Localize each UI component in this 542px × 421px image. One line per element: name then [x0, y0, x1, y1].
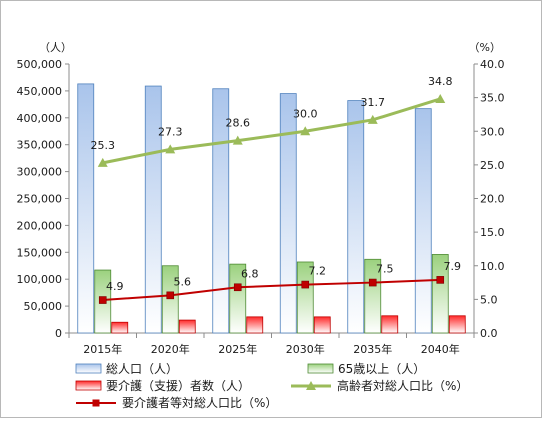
- elderly-ratio-marker: [232, 135, 243, 145]
- bar-aged-65-plus: [296, 261, 314, 334]
- legend-item-2-swatch: [75, 380, 102, 391]
- plot-area: 0 50,000 100,000 150,000 200,000 250,000 300,0…: [17, 58, 505, 356]
- elderly-ratio-data-label: 30.0: [293, 107, 318, 120]
- legend-item-4-label: 要介護者等対総人口比（%）: [122, 395, 277, 410]
- right-tick-label: 10.0: [480, 260, 505, 273]
- right-tick-label: 35.0: [480, 92, 505, 105]
- bar-care-recipients: [178, 319, 196, 334]
- legend-item-3-marker: [306, 381, 316, 390]
- x-tick-label: 2040年: [421, 342, 460, 356]
- x-tick-label: 2020年: [151, 342, 190, 356]
- care-ratio-data-label: 5.6: [174, 275, 192, 288]
- x-tick-label: 2030年: [286, 342, 325, 356]
- x-tick-label: 2015年: [83, 342, 122, 356]
- care-ratio-data-label: 4.9: [106, 280, 124, 293]
- left-tick-label: 0: [55, 327, 62, 340]
- elderly-ratio-data-label: 27.3: [158, 125, 183, 138]
- elderly-ratio-data-label: 28.6: [226, 117, 251, 130]
- bar-care-recipients: [313, 316, 331, 334]
- bar-care-recipients: [111, 321, 129, 334]
- elderly-ratio-data-label: 31.7: [361, 96, 386, 109]
- elderly-ratio-line: [102, 97, 441, 165]
- left-tick-label: 350,000: [17, 139, 63, 152]
- care-ratio-data-label: 7.9: [444, 260, 462, 273]
- right-tick-label: 40.0: [480, 58, 505, 71]
- legend-item-3-label: 高齢者対総人口比（%）: [337, 378, 468, 393]
- left-tick-label: 450,000: [17, 85, 63, 98]
- elderly-ratio-data-label: 25.3: [91, 139, 116, 152]
- elderly-ratio-marker: [165, 144, 176, 154]
- bar-total-population: [414, 108, 432, 334]
- elderly-ratio-marker: [367, 114, 378, 124]
- right-tick-label: 15.0: [480, 226, 505, 239]
- legend-item-1-swatch: [307, 363, 334, 374]
- bar-total-population: [347, 100, 365, 334]
- legend-item-4-marker: [92, 399, 100, 407]
- care-ratio-marker: [233, 283, 242, 292]
- left-tick-label: 300,000: [17, 166, 63, 179]
- care-ratio-marker: [98, 296, 107, 304]
- care-ratio-data-label: 6.8: [241, 267, 259, 280]
- right-tick-label: 5.0: [480, 293, 498, 306]
- left-tick-label: 100,000: [17, 273, 63, 286]
- care-ratio-marker: [436, 276, 445, 284]
- left-tick-label: 200,000: [17, 219, 63, 232]
- legend-item-2-label: 要介護（支援）者数（人）: [106, 378, 250, 393]
- x-tick-label: 2025年: [218, 342, 257, 356]
- elderly-ratio-marker: [300, 126, 311, 136]
- bar-aged-65-plus: [431, 254, 449, 334]
- bar-aged-65-plus: [229, 263, 247, 334]
- right-tick-label: 20.0: [480, 193, 505, 206]
- left-axis-unit: （人）: [39, 41, 72, 54]
- right-tick-label: 30.0: [480, 125, 505, 138]
- elderly-ratio-marker: [97, 157, 108, 167]
- right-tick-label: 25.0: [480, 159, 505, 172]
- bar-total-population: [279, 93, 297, 334]
- bar-total-population: [77, 83, 95, 334]
- legend-item-0-label: 総人口（人）: [106, 362, 178, 376]
- left-tick-label: 50,000: [24, 300, 63, 313]
- care-ratio-marker: [301, 280, 310, 289]
- legend-item-1-label: 65歳以上（人）: [338, 362, 425, 376]
- elderly-ratio-data-label: 34.8: [428, 75, 453, 88]
- bar-total-population: [212, 88, 230, 334]
- bar-care-recipients: [246, 316, 264, 334]
- left-tick-label: 500,000: [17, 58, 63, 71]
- right-tick-label: 0.0: [480, 327, 498, 340]
- care-ratio-data-label: 7.2: [309, 265, 327, 278]
- legend-item-0-swatch: [75, 363, 102, 374]
- left-tick-label: 150,000: [17, 246, 63, 259]
- care-ratio-data-label: 7.5: [376, 263, 394, 276]
- bar-care-recipients: [381, 315, 399, 334]
- bar-total-population: [144, 85, 162, 334]
- bar-care-recipients: [448, 315, 466, 334]
- care-ratio-line: [102, 278, 441, 302]
- legend: 総人口（人） 65歳以上（人） 要介護（支援）者数（人） 高齢者対総人口比（%） 要介護…: [75, 362, 468, 410]
- care-ratio-marker: [166, 291, 175, 300]
- bar-aged-65-plus: [364, 258, 382, 334]
- right-axis-unit: （%）: [469, 41, 501, 54]
- care-ratio-marker: [368, 278, 377, 287]
- left-tick-label: 250,000: [17, 193, 63, 206]
- elderly-ratio-marker: [435, 93, 446, 103]
- bar-aged-65-plus: [161, 265, 179, 334]
- left-tick-label: 400,000: [17, 112, 63, 125]
- x-tick-label: 2035年: [353, 342, 392, 356]
